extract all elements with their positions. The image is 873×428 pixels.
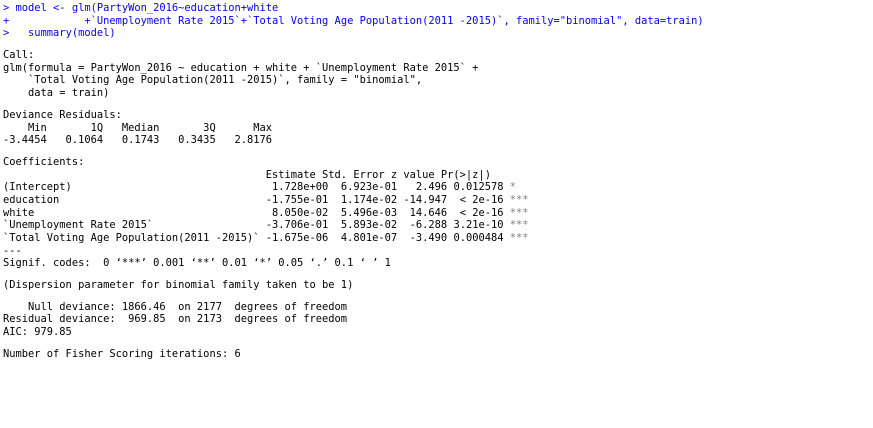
deviance-residuals-labels: Min 1Q Median 3Q Max (3, 121, 272, 134)
coef-term: `Total Voting Age Population(2011 -2015)… (3, 232, 266, 244)
residual-deviance: Residual deviance: 969.85 on 2173 degree… (3, 313, 348, 326)
input-code-line1: model <- glm(PartyWon_2016~education+whi… (9, 2, 279, 14)
console-prompt: > (3, 27, 10, 40)
console-input-line: > summary(model) (3, 27, 871, 40)
coef-std-error: 5.893e-02 (328, 219, 398, 232)
coef-significance-stars: *** (503, 219, 529, 232)
coef-term: (Intercept) (3, 181, 266, 194)
coef-z-value: -6.288 (397, 219, 448, 232)
coefficient-row: white 8.050e-02 5.496e-03 14.646 < 2e-16… (3, 207, 871, 220)
coef-significance-stars: *** (503, 206, 529, 219)
r-console: > model <- glm(PartyWon_2016~education+w… (3, 2, 871, 361)
coef-p-value: 0.012578 (447, 181, 504, 194)
fisher-iterations: Number of Fisher Scoring iterations: 6 (3, 347, 241, 360)
coef-z-value: -3.490 (397, 232, 448, 244)
console-prompt: > (3, 2, 10, 14)
coef-estimate: 8.050e-02 (265, 206, 329, 219)
coef-estimate: 1.728e+00 (265, 181, 329, 194)
signif-codes: Signif. codes: 0 ‘***’ 0.001 ‘**’ 0.01 ‘… (3, 257, 391, 270)
coefficients-header: Coefficients: (3, 155, 85, 168)
coef-std-error: 1.174e-02 (328, 193, 398, 206)
coef-std-error: 6.923e-01 (328, 181, 398, 194)
call-line: glm(formula = PartyWon_2016 ~ education … (3, 61, 479, 74)
coefficients-table: (Intercept) 1.728e+00 6.923e-01 2.496 0.… (3, 181, 871, 244)
coefficient-row: (Intercept) 1.728e+00 6.923e-01 2.496 0.… (3, 181, 871, 194)
spacer (3, 339, 871, 348)
separator: --- (3, 244, 22, 257)
deviance-residuals-values: -3.4454 0.1064 0.1743 0.3435 2.8176 (3, 134, 272, 147)
deviance-residuals-header: Deviance Residuals: (3, 108, 122, 121)
call-header: Call: (3, 49, 35, 62)
continuation-prompt: + (3, 14, 10, 27)
coef-term: `Unemployment Rate 2015` (3, 219, 266, 232)
coef-significance-stars: *** (503, 232, 529, 244)
null-deviance: Null deviance: 1866.46 on 2177 degrees o… (3, 300, 348, 313)
coef-estimate: -1.675e-06 (265, 232, 329, 244)
coef-std-error: 5.496e-03 (328, 206, 398, 219)
coef-estimate: -1.755e-01 (265, 193, 329, 206)
spacer (3, 270, 871, 279)
dispersion-note: (Dispersion parameter for binomial famil… (3, 279, 354, 292)
coef-p-value: < 2e-16 (447, 193, 504, 206)
input-code-line3: summary(model) (9, 27, 116, 40)
input-code-line2: +`Unemployment Rate 2015`+`Total Voting … (9, 14, 704, 27)
coefficient-row: `Unemployment Rate 2015` -3.706e-01 5.89… (3, 219, 871, 232)
coef-z-value: 2.496 (397, 181, 448, 194)
console-input-line: + +`Unemployment Rate 2015`+`Total Votin… (3, 15, 871, 28)
coef-significance-stars: * (503, 181, 517, 194)
coef-z-value: 14.646 (397, 206, 448, 219)
spacer (3, 100, 871, 109)
coef-significance-stars: *** (503, 193, 529, 206)
coef-term: education (3, 193, 266, 206)
coef-p-value: < 2e-16 (447, 206, 504, 219)
coef-estimate: -3.706e-01 (265, 219, 329, 232)
spacer (3, 40, 871, 49)
console-input-line: > model <- glm(PartyWon_2016~education+w… (3, 2, 871, 15)
coef-term: white (3, 206, 266, 219)
coef-z-value: -14.947 (397, 193, 448, 206)
call-line: data = train) (3, 87, 110, 100)
spacer (3, 147, 871, 156)
spacer (3, 292, 871, 301)
coef-std-error: 4.801e-07 (328, 232, 398, 244)
coefficient-row: `Total Voting Age Population(2011 -2015)… (3, 232, 871, 245)
coefficient-row: education -1.755e-01 1.174e-02 -14.947 <… (3, 194, 871, 207)
coef-p-value: 0.000484 (447, 232, 504, 244)
coef-p-value: 3.21e-10 (447, 219, 504, 232)
coefficients-column-headers: Estimate Std. Error z value Pr(>|z|) (3, 168, 491, 181)
call-line: `Total Voting Age Population(2011 -2015)… (3, 74, 423, 87)
aic: AIC: 979.85 (3, 326, 72, 339)
